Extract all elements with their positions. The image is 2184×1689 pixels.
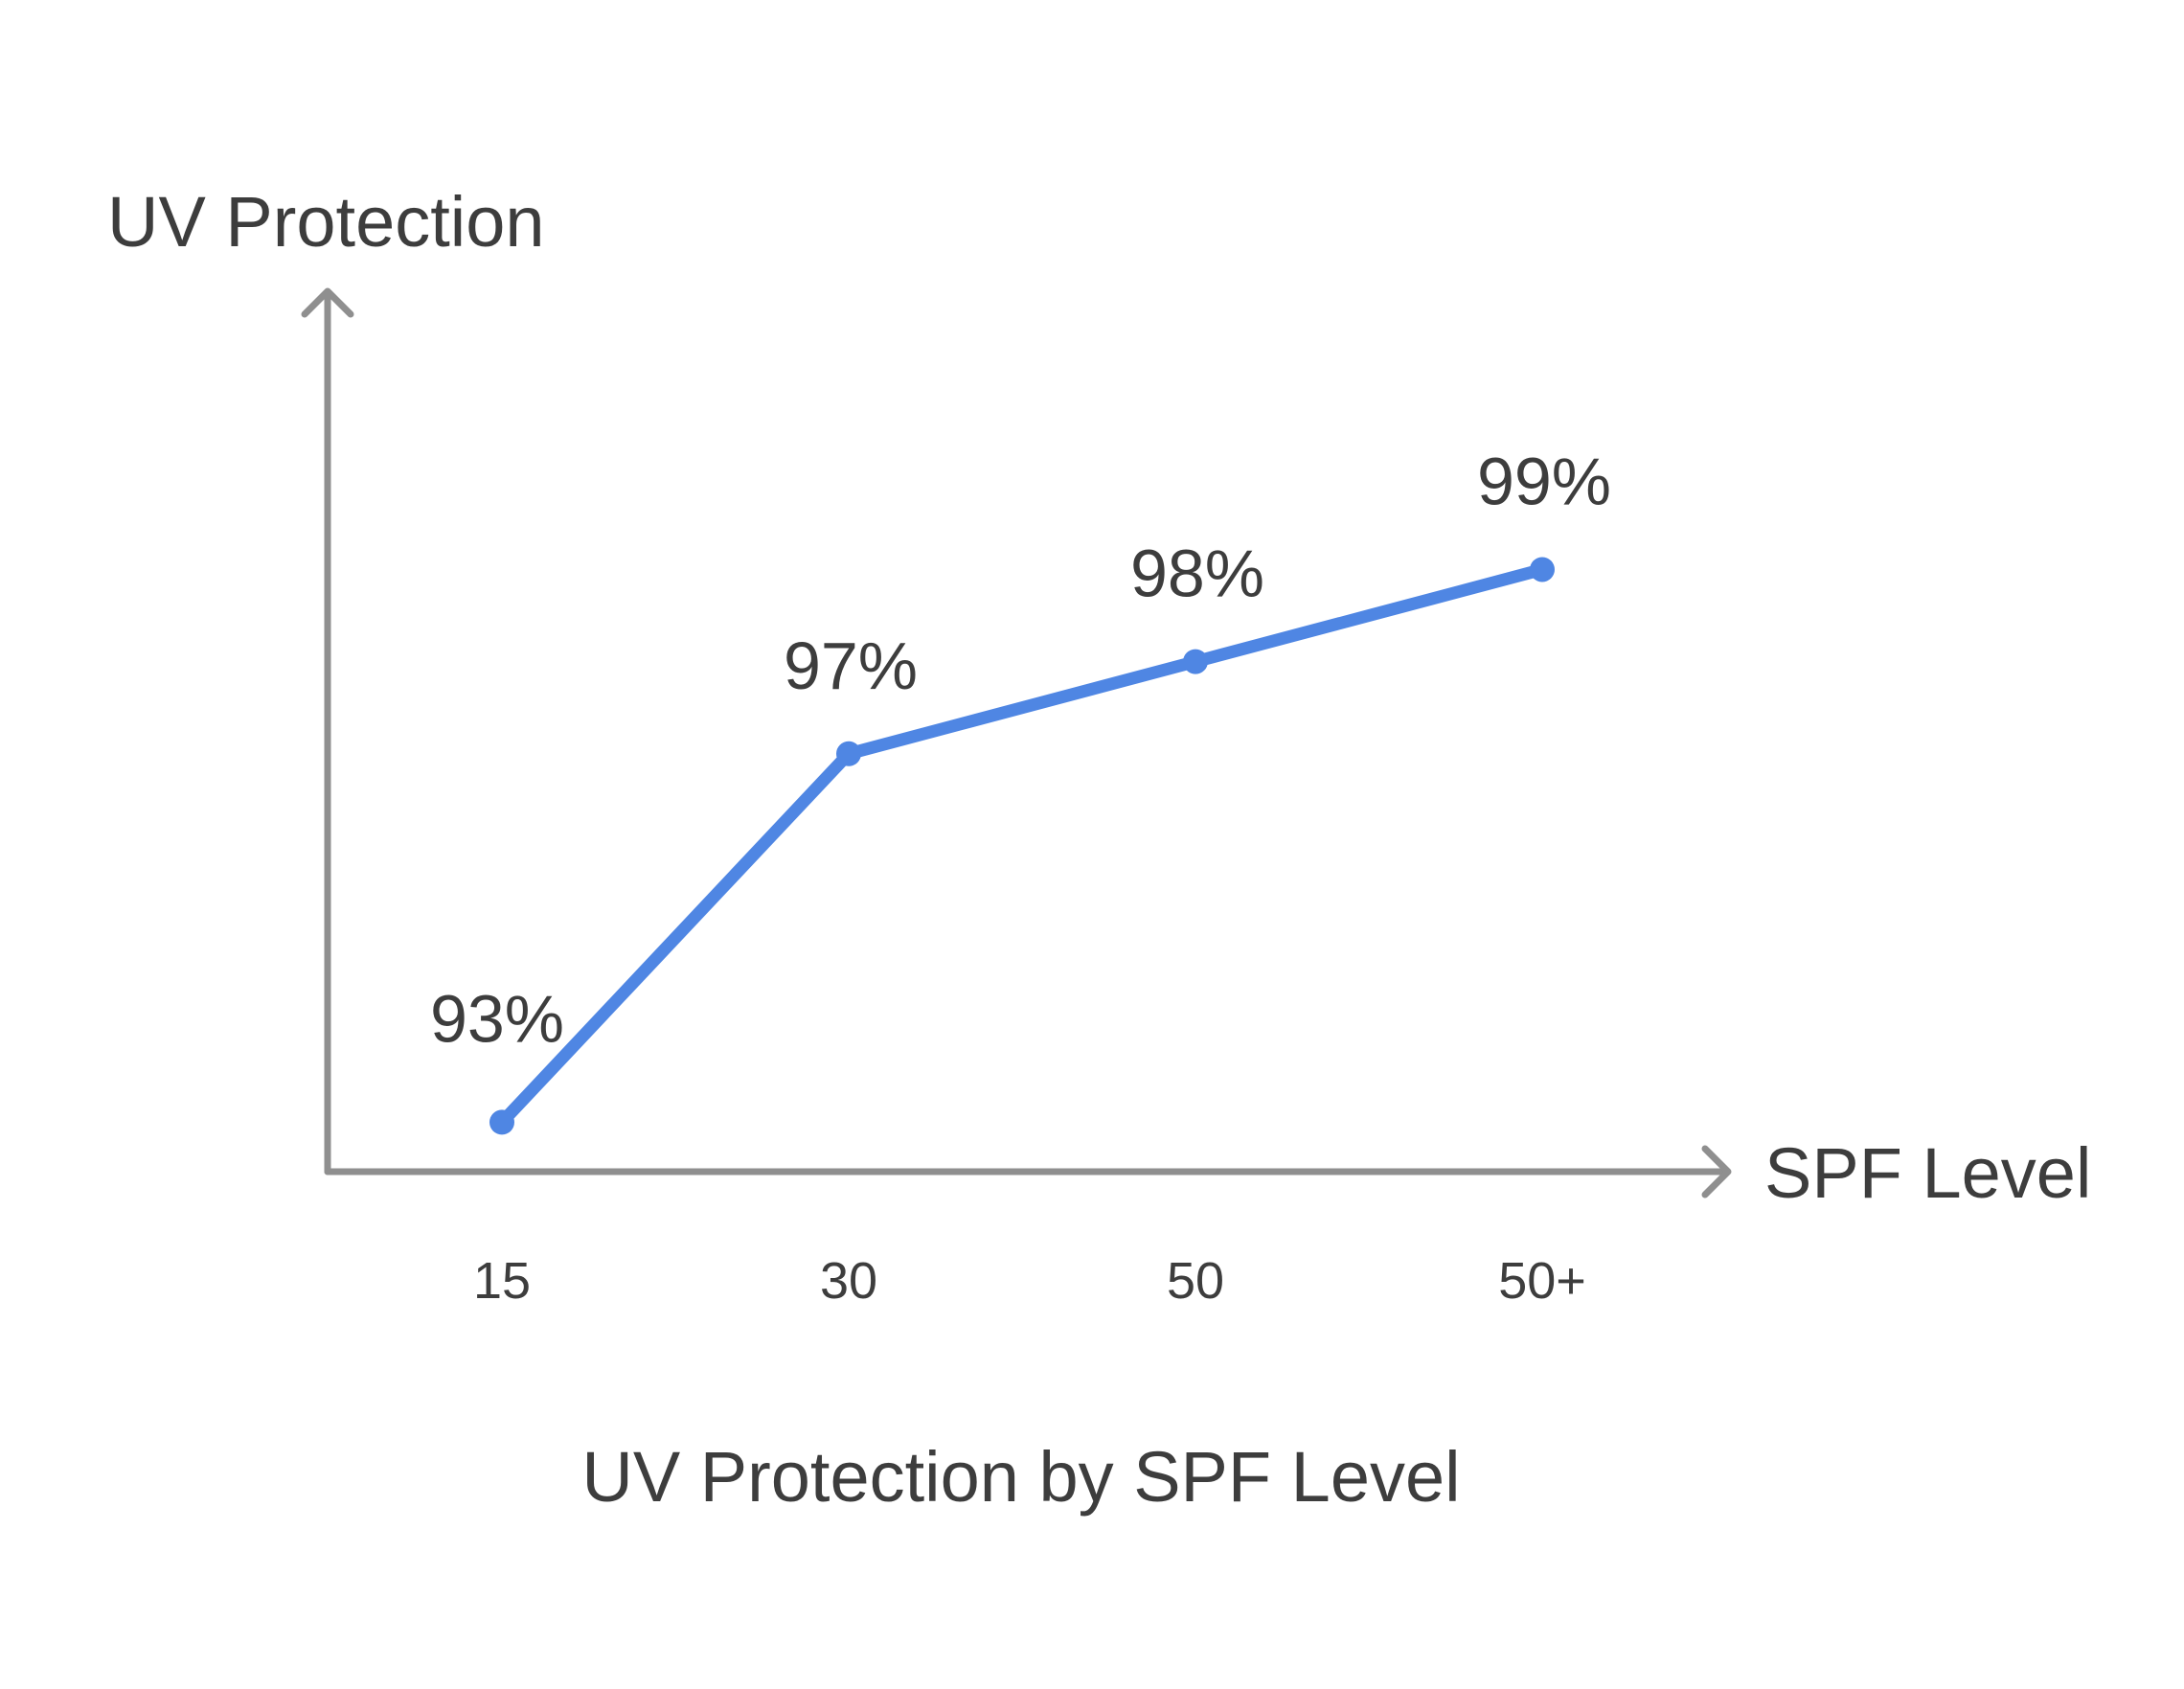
x-tick-label: 50 — [1167, 1252, 1224, 1310]
series-layer — [495, 562, 1549, 1129]
chart-title: UV Protection by SPF Level — [581, 1437, 1460, 1517]
x-axis-arrow-icon — [1701, 1145, 1732, 1198]
x-tick-label: 30 — [820, 1252, 877, 1310]
data-point — [836, 741, 861, 766]
data-labels-layer: 93% 97% 98% 99% — [430, 444, 1611, 1056]
x-tick-label: 50+ — [1498, 1252, 1586, 1310]
x-tick-labels: 15 30 50 50+ — [473, 1252, 1586, 1310]
x-axis-title: SPF Level — [1764, 1133, 2091, 1213]
y-axis-arrow-icon — [301, 287, 354, 318]
data-point — [1530, 557, 1555, 582]
data-label: 99% — [1477, 444, 1611, 518]
data-point — [489, 1109, 514, 1135]
data-label: 98% — [1130, 536, 1264, 611]
data-label: 93% — [430, 981, 564, 1056]
data-label: 97% — [784, 628, 918, 703]
data-point — [1183, 649, 1208, 674]
axes — [301, 287, 1732, 1198]
series-line — [495, 562, 1549, 1129]
x-tick-label: 15 — [473, 1252, 531, 1310]
points-layer — [489, 557, 1555, 1135]
y-axis-title: UV Protection — [107, 182, 545, 262]
